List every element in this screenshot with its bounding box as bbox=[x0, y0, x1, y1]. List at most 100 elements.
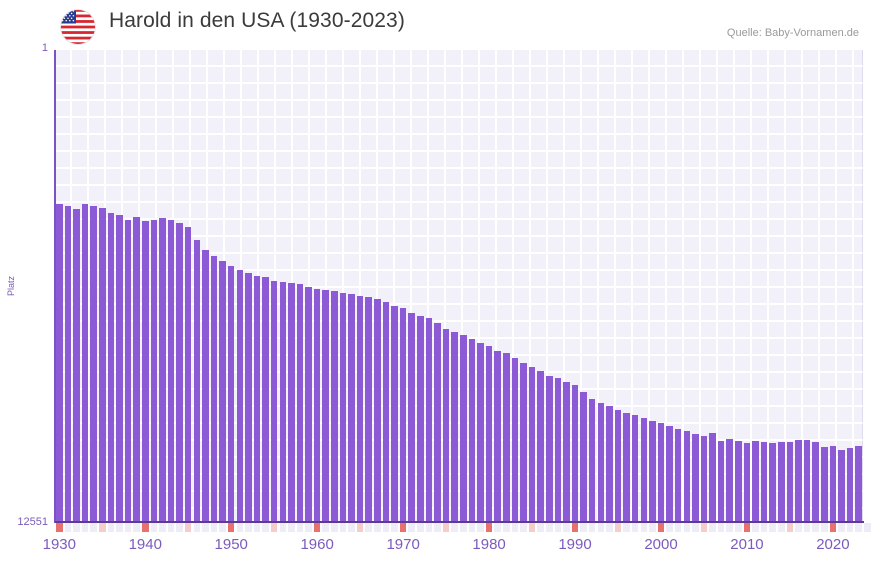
bar[interactable] bbox=[305, 286, 312, 522]
bar[interactable] bbox=[709, 433, 716, 522]
x-tick bbox=[331, 523, 338, 532]
bar[interactable] bbox=[236, 269, 244, 522]
bar[interactable] bbox=[520, 362, 527, 522]
bar[interactable] bbox=[296, 284, 304, 522]
bar[interactable] bbox=[451, 331, 458, 522]
bar[interactable] bbox=[56, 204, 63, 522]
bar[interactable] bbox=[331, 290, 338, 522]
bar[interactable] bbox=[795, 440, 802, 522]
bar[interactable] bbox=[545, 375, 553, 522]
bar[interactable] bbox=[829, 445, 837, 522]
bar[interactable] bbox=[374, 298, 381, 522]
bar[interactable] bbox=[193, 240, 201, 522]
bar[interactable] bbox=[288, 283, 295, 522]
bar[interactable] bbox=[477, 343, 484, 522]
bar[interactable] bbox=[460, 335, 467, 522]
bar[interactable] bbox=[322, 289, 330, 522]
bar[interactable] bbox=[571, 384, 579, 522]
bar[interactable] bbox=[270, 280, 278, 522]
bar[interactable] bbox=[649, 421, 656, 522]
bar[interactable] bbox=[778, 441, 785, 522]
bar[interactable] bbox=[683, 430, 691, 522]
bar[interactable] bbox=[262, 277, 269, 522]
bar[interactable] bbox=[674, 428, 682, 522]
bar[interactable] bbox=[107, 212, 115, 522]
bar[interactable] bbox=[64, 205, 72, 522]
x-tick bbox=[709, 523, 716, 532]
bar[interactable] bbox=[313, 288, 321, 522]
bar[interactable] bbox=[116, 215, 123, 522]
bar[interactable] bbox=[485, 346, 493, 522]
bar[interactable] bbox=[812, 442, 819, 522]
bar[interactable] bbox=[245, 273, 252, 522]
bar[interactable] bbox=[494, 350, 501, 522]
bar[interactable] bbox=[399, 308, 407, 522]
bar[interactable] bbox=[692, 434, 699, 522]
bar[interactable] bbox=[210, 255, 218, 522]
bar[interactable] bbox=[760, 442, 768, 522]
bar[interactable] bbox=[184, 226, 192, 522]
bar[interactable] bbox=[743, 442, 751, 522]
x-tick bbox=[477, 523, 484, 532]
bar[interactable] bbox=[786, 441, 794, 522]
bar[interactable] bbox=[425, 318, 433, 522]
bar[interactable] bbox=[90, 205, 97, 522]
bar[interactable] bbox=[124, 219, 132, 522]
bar[interactable] bbox=[614, 409, 622, 522]
bar[interactable] bbox=[219, 260, 226, 522]
bar[interactable] bbox=[666, 425, 673, 522]
bar[interactable] bbox=[597, 402, 605, 522]
bar[interactable] bbox=[408, 313, 415, 522]
bar[interactable] bbox=[167, 219, 175, 522]
bar[interactable] bbox=[81, 204, 89, 522]
bar[interactable] bbox=[382, 302, 390, 522]
bar[interactable] bbox=[417, 315, 424, 522]
bar[interactable] bbox=[640, 417, 648, 522]
bar[interactable] bbox=[700, 436, 708, 522]
bar[interactable] bbox=[442, 328, 450, 522]
bar[interactable] bbox=[855, 445, 862, 522]
bar[interactable] bbox=[623, 412, 630, 522]
x-tick bbox=[365, 523, 372, 532]
bar[interactable] bbox=[339, 292, 347, 522]
bar[interactable] bbox=[511, 357, 519, 522]
x-tick-major bbox=[829, 523, 837, 532]
bar[interactable] bbox=[769, 443, 776, 522]
bar[interactable] bbox=[133, 216, 140, 522]
bar[interactable] bbox=[227, 265, 235, 522]
bar[interactable] bbox=[580, 392, 587, 522]
bar[interactable] bbox=[631, 415, 639, 522]
bar[interactable] bbox=[141, 220, 149, 522]
bar[interactable] bbox=[803, 440, 811, 522]
bar[interactable] bbox=[365, 296, 372, 522]
bar[interactable] bbox=[588, 398, 596, 522]
bar[interactable] bbox=[73, 209, 80, 522]
bar[interactable] bbox=[253, 276, 261, 522]
bar[interactable] bbox=[391, 306, 398, 522]
bar[interactable] bbox=[503, 353, 510, 522]
bar[interactable] bbox=[150, 219, 158, 522]
bar[interactable] bbox=[176, 223, 183, 522]
bar[interactable] bbox=[279, 281, 287, 522]
bar[interactable] bbox=[726, 439, 734, 522]
bar[interactable] bbox=[554, 378, 562, 522]
bar[interactable] bbox=[717, 440, 725, 522]
bar[interactable] bbox=[846, 447, 854, 522]
x-tick-major bbox=[227, 523, 235, 532]
bar[interactable] bbox=[434, 323, 441, 522]
bar[interactable] bbox=[838, 450, 845, 522]
bar[interactable] bbox=[528, 366, 536, 522]
bar[interactable] bbox=[99, 207, 106, 522]
bar[interactable] bbox=[606, 406, 613, 522]
bar[interactable] bbox=[537, 370, 544, 522]
bar[interactable] bbox=[752, 440, 759, 522]
bar[interactable] bbox=[348, 294, 355, 522]
bar[interactable] bbox=[468, 339, 476, 522]
bar[interactable] bbox=[821, 446, 828, 522]
bar[interactable] bbox=[657, 423, 665, 522]
bar[interactable] bbox=[356, 295, 364, 522]
bar[interactable] bbox=[159, 218, 166, 522]
bar[interactable] bbox=[735, 441, 742, 522]
bar[interactable] bbox=[563, 382, 570, 522]
bar[interactable] bbox=[202, 250, 209, 522]
